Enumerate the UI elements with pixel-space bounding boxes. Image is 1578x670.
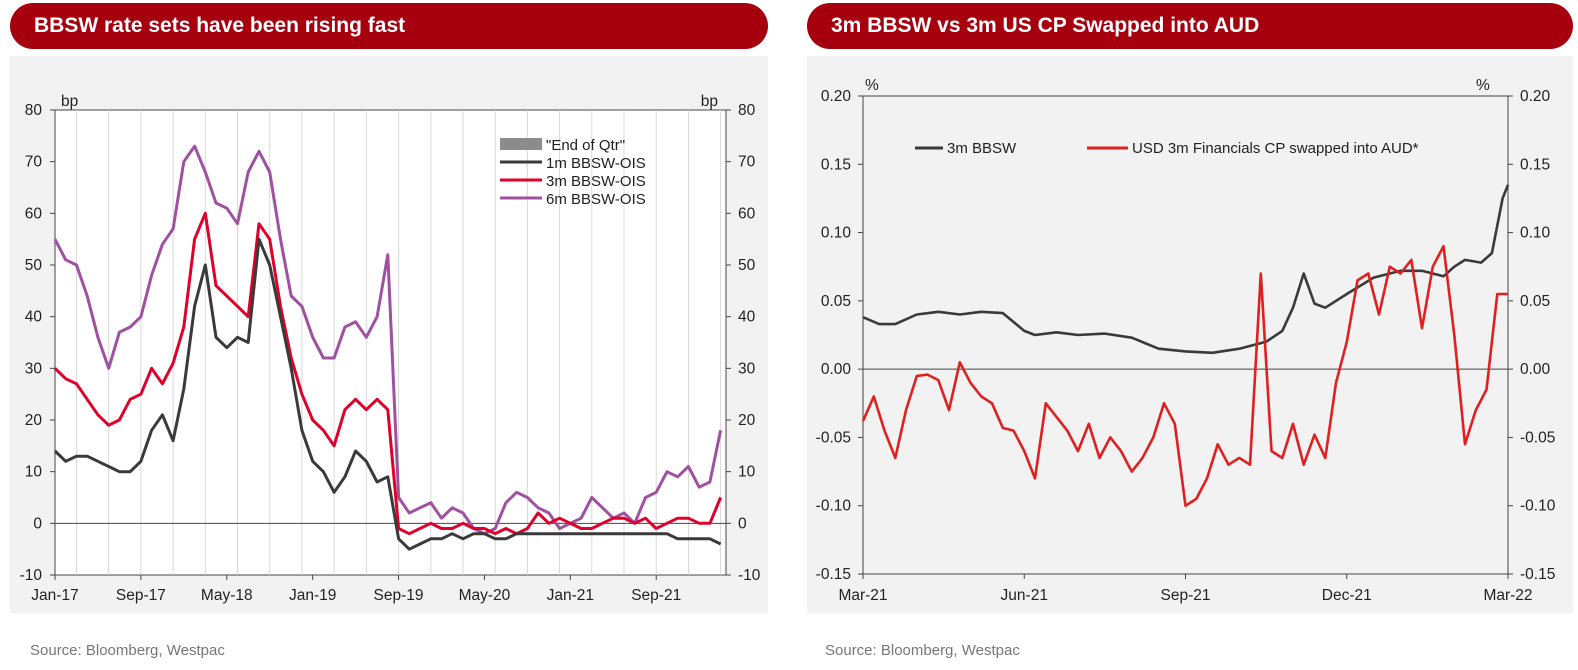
legend-swatch-end-of-qtr [500, 138, 542, 150]
right-chart-panel: 3m BBSW vs 3m US CP Swapped into AUD 0.2… [795, 0, 1578, 670]
y-tick-label-right: 70 [738, 154, 756, 171]
x-tick-label: Jan-17 [31, 587, 78, 604]
y-tick-label-right: 30 [738, 360, 756, 377]
y-tick-label-left: 40 [25, 309, 43, 326]
y-tick-label-left: 70 [25, 154, 43, 171]
series-line-3m-bbsw [862, 184, 1510, 355]
left-chart-title: BBSW rate sets have been rising fast [10, 3, 768, 49]
x-tick-label: Sep-17 [116, 587, 166, 604]
x-tick-label: Mar-22 [1483, 587, 1532, 604]
y-axis-unit-right: bp [701, 93, 718, 110]
y-tick-label-left: -0.05 [816, 429, 851, 446]
y-axis-unit-left: bp [61, 93, 78, 110]
y-tick-label-right: 0.20 [1520, 88, 1551, 105]
bbsw-vs-cp-chart: 0.20 0.20 0.15 0.15 0.10 0.10 0.05 0.05 0.00 0.00… [816, 77, 1556, 604]
y-tick-label-left: 20 [25, 412, 43, 429]
x-tick-label: May-20 [459, 587, 511, 604]
x-tick-label: Dec-21 [1322, 587, 1372, 604]
x-tick-label: Mar-21 [838, 587, 887, 604]
left-source-note: Source: Bloomberg, Westpac [30, 642, 225, 659]
y-tick-label-left: 60 [25, 205, 43, 222]
y-tick-label-right: 0.05 [1520, 293, 1550, 310]
y-tick-label-left: 0.10 [821, 225, 852, 242]
y-tick-label-left: 0.05 [821, 293, 851, 310]
legend-label-usd-cp: USD 3m Financials CP swapped into AUD* [1132, 140, 1419, 157]
series-line-1m-bbsw-ois [53, 237, 722, 551]
x-tick-label: Sep-19 [374, 587, 424, 604]
x-tick-label: Sep-21 [1161, 587, 1211, 604]
y-tick-label-right: -0.10 [1520, 498, 1556, 515]
series-line-3m-bbsw-ois [53, 211, 722, 536]
left-chart-panel: BBSW rate sets have been rising fast 80 8… [0, 0, 780, 670]
y-tick-label-left: 0.20 [821, 88, 852, 105]
y-tick-label-right: 40 [738, 309, 756, 326]
y-tick-label-left: 0 [33, 515, 42, 532]
x-tick-label: Jan-21 [547, 587, 594, 604]
y-tick-label-right: -10 [738, 567, 761, 584]
legend-label-end-of-qtr: "End of Qtr" [546, 137, 625, 154]
legend-label-6m-bbsw-ois: 6m BBSW-OIS [546, 191, 646, 208]
y-tick-label-left: 30 [25, 360, 43, 377]
y-tick-label-left: -0.15 [816, 566, 851, 583]
legend-label-3m-bbsw: 3m BBSW [947, 140, 1017, 157]
x-tick-label: Jun-21 [1001, 587, 1048, 604]
y-tick-label-right: 0.15 [1520, 156, 1550, 173]
y-tick-label-right: 60 [738, 205, 756, 222]
series-line-usd-3m-financials-cp-swapped-into-aud [861, 244, 1508, 508]
legend-label-1m-bbsw-ois: 1m BBSW-OIS [546, 155, 646, 172]
y-tick-label-left: 0.15 [821, 156, 851, 173]
y-tick-label-right: 0 [738, 515, 747, 532]
y-tick-label-right: -0.15 [1520, 566, 1555, 583]
bbsw-spread-chart: 80 80 70 70 60 60 50 50 40 40 30 30 20 20 10 10 0 0 -10 -10… [20, 93, 761, 604]
y-tick-label-left: 50 [25, 257, 43, 274]
y-tick-label-right: 0.00 [1520, 361, 1551, 378]
y-tick-label-right: -0.05 [1520, 429, 1555, 446]
y-tick-label-right: 80 [738, 102, 756, 119]
right-source-note: Source: Bloomberg, Westpac [825, 642, 1020, 659]
series-line-6m-bbsw-ois [53, 144, 723, 536]
y-tick-label-right: 0.10 [1520, 225, 1551, 242]
legend-label-3m-bbsw-ois: 3m BBSW-OIS [546, 173, 646, 190]
y-tick-label-left: 10 [25, 464, 43, 481]
y-tick-label-left: -0.10 [816, 498, 852, 515]
x-tick-label: Sep-21 [631, 587, 681, 604]
x-tick-label: Jan-19 [289, 587, 336, 604]
y-axis-unit-left: % [865, 77, 879, 94]
y-tick-label-right: 10 [738, 464, 756, 481]
y-tick-label-right: 20 [738, 412, 756, 429]
y-tick-label-right: 50 [738, 257, 756, 274]
y-axis-unit-right: % [1476, 77, 1490, 94]
y-tick-label-left: 80 [25, 102, 43, 119]
right-chart-title: 3m BBSW vs 3m US CP Swapped into AUD [807, 3, 1573, 49]
y-tick-label-left: -10 [20, 567, 43, 584]
x-tick-label: May-18 [201, 587, 253, 604]
y-tick-label-left: 0.00 [821, 361, 852, 378]
